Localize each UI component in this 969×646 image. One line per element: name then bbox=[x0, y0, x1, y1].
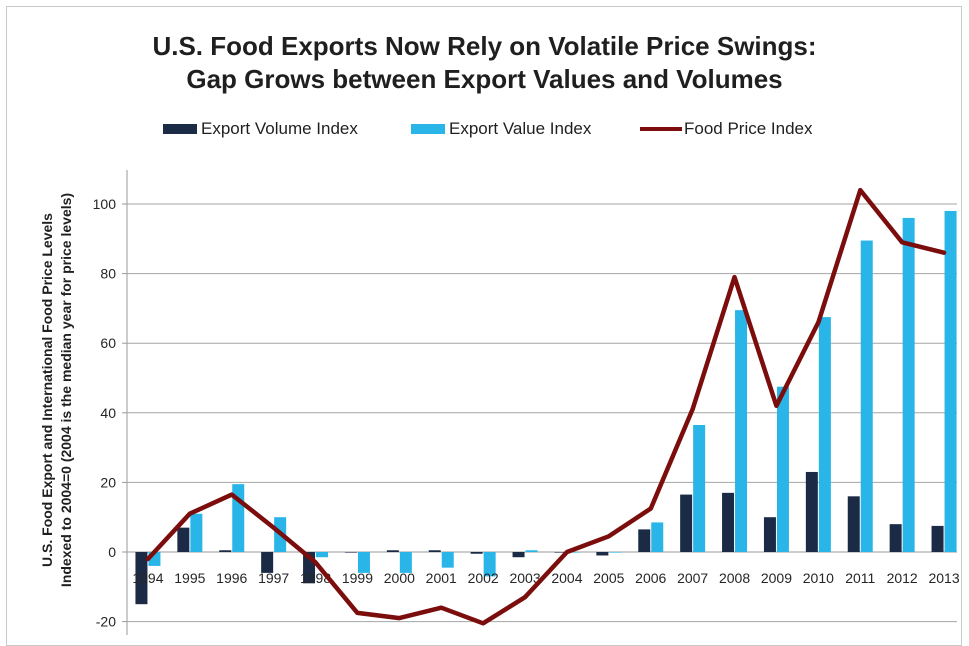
bar-export-volume bbox=[554, 552, 567, 553]
y-tick-label: -20 bbox=[96, 614, 116, 630]
y-tick-label: 20 bbox=[100, 474, 116, 490]
y-axis-ticks: -20 0 20 40 60 80 100 bbox=[93, 196, 117, 630]
bar-export-value bbox=[567, 552, 580, 553]
legend-item-food-price: Food Price Index bbox=[640, 119, 813, 139]
bar-export-volume bbox=[722, 492, 735, 552]
line-food-price bbox=[145, 187, 947, 626]
bar-export-volume bbox=[805, 471, 818, 552]
legend-swatch-food-price bbox=[640, 127, 682, 131]
y-tick-label: 80 bbox=[100, 266, 116, 282]
bar-export-volume bbox=[428, 550, 441, 552]
bar-export-volume bbox=[596, 552, 609, 556]
bar-export-volume bbox=[261, 552, 274, 573]
y-tick-label: 100 bbox=[93, 196, 117, 212]
bar-export-value bbox=[902, 217, 915, 553]
bar-export-value bbox=[190, 513, 203, 552]
chart-legend: Export Volume Index Export Value Index F… bbox=[0, 119, 969, 143]
bar-export-value bbox=[818, 317, 831, 552]
chart-title: U.S. Food Exports Now Rely on Volatile P… bbox=[0, 30, 969, 96]
x-tick-label: 2008 bbox=[719, 570, 750, 586]
legend-item-export-volume: Export Volume Index bbox=[163, 119, 358, 139]
x-tick-label: 2003 bbox=[509, 570, 540, 586]
x-tick-label: 2007 bbox=[677, 570, 708, 586]
x-tick-label: 2004 bbox=[551, 570, 582, 586]
x-tick-label: 2001 bbox=[426, 570, 457, 586]
bar-export-volume bbox=[763, 517, 776, 552]
bar-export-value bbox=[316, 552, 329, 558]
legend-label-export-value: Export Value Index bbox=[449, 119, 592, 138]
bar-export-volume bbox=[386, 550, 399, 552]
x-tick-label: 2012 bbox=[887, 570, 918, 586]
x-axis-ticks: 1994 1995 1996 1997 1998 1999 2000 2001 2002 2003… bbox=[132, 570, 959, 586]
y-tick-label: 0 bbox=[108, 544, 116, 560]
x-tick-label: 1995 bbox=[174, 570, 205, 586]
bar-export-volume bbox=[512, 552, 525, 558]
bar-export-value bbox=[441, 552, 454, 568]
bar-export-volume bbox=[470, 552, 483, 554]
legend-label-export-volume: Export Volume Index bbox=[201, 119, 358, 138]
x-tick-label: 2011 bbox=[845, 570, 875, 586]
bar-export-volume bbox=[889, 524, 902, 552]
bar-export-volume bbox=[931, 525, 944, 552]
x-tick-label: 2010 bbox=[803, 570, 834, 586]
chart-title-line-2: Gap Grows between Export Values and Volu… bbox=[186, 64, 783, 94]
legend-item-export-value: Export Value Index bbox=[411, 119, 591, 139]
bar-export-volume bbox=[177, 527, 190, 552]
bar-export-value bbox=[483, 552, 496, 577]
x-tick-label: 2006 bbox=[635, 570, 666, 586]
bar-export-volume bbox=[344, 552, 357, 553]
x-tick-label: 2000 bbox=[384, 570, 415, 586]
gridlines bbox=[122, 170, 957, 635]
x-tick-label: 1996 bbox=[216, 570, 247, 586]
y-tick-label: 40 bbox=[100, 405, 116, 421]
x-tick-label: 1994 bbox=[132, 570, 163, 586]
bar-export-volume bbox=[680, 494, 693, 552]
bar-export-value bbox=[944, 210, 957, 552]
x-tick-label: 1997 bbox=[258, 570, 289, 586]
y-tick-label: 60 bbox=[100, 335, 116, 351]
chart-title-line-1: U.S. Food Exports Now Rely on Volatile P… bbox=[152, 31, 817, 61]
bar-export-value bbox=[860, 240, 873, 553]
price-line bbox=[145, 187, 947, 626]
bar-export-value bbox=[735, 310, 748, 552]
bar-export-volume bbox=[638, 529, 651, 552]
x-tick-label: 2005 bbox=[593, 570, 624, 586]
x-tick-label: 2009 bbox=[761, 570, 792, 586]
legend-label-food-price: Food Price Index bbox=[684, 119, 813, 138]
bar-export-value bbox=[609, 552, 622, 553]
x-tick-label: 1999 bbox=[342, 570, 373, 586]
bar-export-value bbox=[776, 386, 789, 552]
bar-export-value bbox=[693, 424, 706, 552]
x-tick-label: 2013 bbox=[928, 570, 959, 586]
bar-export-volume bbox=[847, 496, 860, 552]
bar-export-volume bbox=[219, 550, 232, 552]
bar-export-value bbox=[525, 550, 538, 552]
legend-swatch-export-volume bbox=[163, 124, 197, 134]
bar-export-value bbox=[357, 552, 370, 573]
bar-export-volume bbox=[135, 552, 148, 605]
x-tick-label: 2002 bbox=[468, 570, 499, 586]
legend-swatch-export-value bbox=[411, 124, 445, 134]
bar-export-value bbox=[399, 552, 412, 573]
bar-export-value bbox=[651, 522, 664, 552]
